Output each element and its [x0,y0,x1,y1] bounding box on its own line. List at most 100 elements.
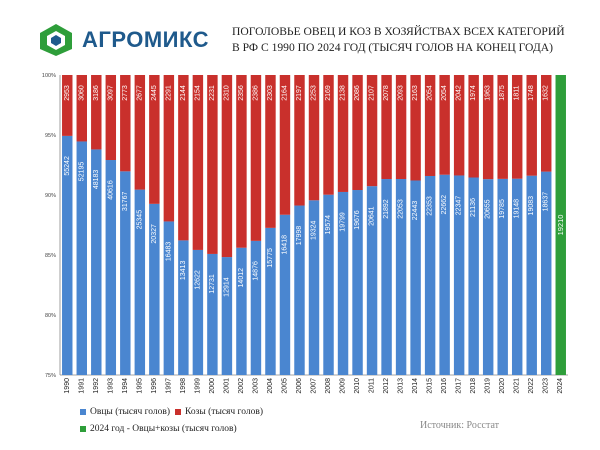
bar-sheep [149,203,160,375]
bar-sheep [497,178,508,375]
data-label-goats: 2197 [296,85,303,101]
bar-goats [526,75,537,176]
data-label-sheep: 19324 [311,220,318,240]
bar-sheep [221,257,233,375]
data-label-sheep: 19083 [528,196,535,216]
bar-goats [439,75,450,175]
chart-title: ПОГОЛОВЬЕ ОВЕЦ И КОЗ В ХОЗЯЙСТВАХ ВСЕХ К… [232,24,594,56]
x-tick-label: 1995 [136,378,143,394]
x-tick-label: 2000 [209,378,216,394]
x-tick-label: 1998 [180,378,187,394]
bar-goats [279,75,291,215]
bar-sheep [294,205,305,375]
data-label-goats: 2164 [281,85,288,101]
data-label-sheep: 22347 [456,196,463,216]
x-tick-label: 2022 [528,378,535,394]
x-tick-label: 2004 [267,378,274,394]
bar-sheep [236,247,247,375]
logo: АГРОМИКС [36,22,226,58]
x-tick-label: 1996 [151,378,158,394]
data-label-sheep: 18637 [543,192,550,212]
bar-sheep [352,190,363,375]
title-line-1: ПОГОЛОВЬЕ ОВЕЦ И КОЗ В ХОЗЯЙСТВАХ ВСЕХ К… [232,25,565,38]
legend-item-sheep: Овцы (тысяч голов) [80,407,170,417]
data-label-goats: 2078 [383,85,390,101]
data-label-sheep: 40616 [107,180,114,200]
bar-goats [163,75,175,222]
data-label-goats: 2677 [136,85,143,101]
bar-sheep [381,179,392,375]
data-label-goats: 2773 [122,85,129,101]
bar-goats [366,75,378,187]
data-label-sheep: 20655 [485,199,492,219]
bar-sheep [279,214,291,375]
legend-swatch-sheep [80,409,86,415]
data-label-goats: 2086 [354,85,361,101]
data-label-sheep: 48183 [93,170,100,190]
x-tick-label: 2020 [499,378,506,394]
data-label-goats: 3060 [78,85,85,101]
data-label-goats: 3186 [93,85,100,101]
data-label-goats: 2231 [209,85,216,101]
data-label-sheep: 12731 [209,274,216,294]
x-tick-label: 2017 [456,378,463,394]
bar-sheep [323,194,334,375]
x-tick-label: 1997 [165,378,172,394]
data-label-goats: 2445 [151,85,158,101]
data-label-goats: 1748 [528,85,535,101]
legend-label-total: 2024 год - Овцы+козы (тысяч голов) [90,424,237,434]
bar-goats [134,75,146,190]
bar-goats [62,75,73,136]
data-label-goats: 2093 [398,85,405,101]
x-tick-label: 2021 [514,378,521,394]
x-tick-label: 2009 [340,378,347,394]
bar-goats [207,75,218,254]
bar-sheep [453,175,465,375]
y-tick-label: 95% [45,133,56,139]
y-tick-label: 85% [45,253,56,259]
bar-goats [149,75,160,204]
x-tick-label: 2016 [441,378,448,394]
data-label-sheep: 16483 [165,242,172,262]
data-label-goats: 3097 [107,85,114,101]
x-tick-label: 2002 [238,378,245,394]
data-label-goats: 1811 [514,85,521,100]
y-tick-label: 90% [45,193,56,199]
x-tick-label: 2011 [369,378,376,393]
x-tick-label: 1993 [107,378,114,394]
data-label-goats: 2042 [456,85,463,101]
bar-sheep [395,179,407,375]
bar-sheep [308,200,320,375]
bar-goats [120,75,131,172]
title-line-2: В РФ С 1990 ПО 2024 ГОД (ТЫСЯЧ ГОЛОВ НА … [232,41,553,54]
bar-goats [221,75,233,258]
data-label-sheep: 13413 [180,261,187,281]
data-label-sheep: 20641 [369,206,376,226]
bar-total [555,75,566,375]
legend-swatch-goats [175,409,181,415]
data-label-sheep: 15775 [267,248,274,268]
x-tick-label: 2006 [296,378,303,394]
data-label-goats: 2054 [427,85,434,101]
data-label-sheep: 14876 [252,261,259,281]
bar-sheep [207,253,218,375]
bar-sheep [192,249,204,375]
data-label-goats: 2107 [369,85,376,101]
data-label-sheep: 19785 [499,199,506,219]
bar-sheep [337,191,349,375]
legend-swatch-total [80,426,86,432]
bar-goats [105,75,117,161]
data-label-sheep: 21136 [470,198,477,217]
bar-goats [294,75,305,206]
x-tick-label: 2023 [543,378,550,394]
bar-goats [337,75,349,192]
bar-goats [352,75,363,191]
data-label-sheep: 55242 [64,156,71,176]
bar-goats [541,75,552,172]
y-tick-label: 100% [42,73,56,79]
data-label-sheep: 12622 [194,270,201,290]
bar-goats [308,75,320,201]
bar-goats [497,75,508,179]
data-label-goats: 2953 [64,85,71,101]
x-tick-label: 2015 [427,378,434,394]
